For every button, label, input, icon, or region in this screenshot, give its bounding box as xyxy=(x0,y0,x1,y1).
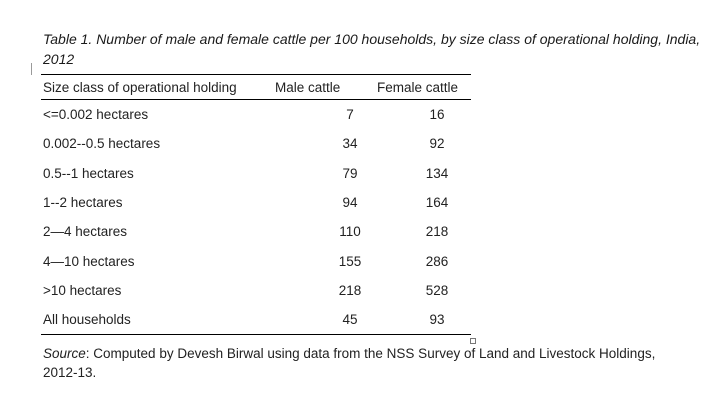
row-label: All households xyxy=(43,312,131,328)
row-label: 0.002--0.5 hectares xyxy=(43,136,161,152)
female-cattle-cell: 286 xyxy=(425,253,449,269)
male-cattle-cell: 45 xyxy=(342,312,358,328)
row-label: 4—10 hectares xyxy=(43,253,135,269)
female-cattle-cell: 16 xyxy=(429,107,445,123)
male-cattle-cell: 110 xyxy=(339,224,361,240)
table-row: 4—10 hectares 155 286 xyxy=(41,246,471,275)
row-label: >10 hectares xyxy=(43,282,122,298)
table-row: 0.5--1 hectares 79 134 xyxy=(41,159,471,188)
row-label: 1--2 hectares xyxy=(43,195,123,211)
male-cattle-cell: 79 xyxy=(342,165,358,181)
row-label: 2—4 hectares xyxy=(43,224,128,240)
male-cattle-cell: 155 xyxy=(338,253,362,269)
table-header-row: Size class of operational holding Male c… xyxy=(41,74,471,100)
female-cattle-cell: 164 xyxy=(425,195,449,211)
table-row: All households 45 93 xyxy=(41,305,471,335)
male-cattle-cell: 94 xyxy=(342,195,358,211)
cattle-table-container: Size class of operational holding Male c… xyxy=(41,74,471,335)
row-label: <=0.002 hectares xyxy=(43,107,149,123)
source-note: Source: Computed by Devesh Birwal using … xyxy=(43,344,663,382)
table-caption: Table 1. Number of male and female cattl… xyxy=(43,31,701,67)
female-cattle-cell: 218 xyxy=(425,224,449,240)
row-label: 0.5--1 hectares xyxy=(43,165,134,181)
female-cattle-cell: 134 xyxy=(425,165,449,181)
source-label: Source xyxy=(43,346,86,361)
male-cattle-cell: 7 xyxy=(346,107,354,123)
table-row: 2—4 hectares 110 218 xyxy=(41,217,471,246)
table-row: <=0.002 hectares 7 16 xyxy=(41,100,471,130)
female-cattle-cell: 93 xyxy=(429,312,445,328)
male-cattle-cell: 218 xyxy=(338,282,362,298)
source-text: : Computed by Devesh Birwal using data f… xyxy=(43,346,656,380)
header-size-class: Size class of operational holding xyxy=(43,79,237,95)
female-cattle-cell: 92 xyxy=(429,136,445,152)
male-cattle-cell: 34 xyxy=(342,136,358,152)
table-row: 0.002--0.5 hectares 34 92 xyxy=(41,129,471,158)
female-cattle-cell: 528 xyxy=(425,282,449,298)
header-male-cattle: Male cattle xyxy=(275,79,341,95)
cattle-table: Size class of operational holding Male c… xyxy=(41,74,471,335)
table-row: >10 hectares 218 528 xyxy=(41,276,471,305)
table-row: 1--2 hectares 94 164 xyxy=(41,188,471,217)
text-cursor xyxy=(31,63,32,75)
header-female-cattle: Female cattle xyxy=(377,79,459,95)
table-resize-handle[interactable] xyxy=(470,338,476,344)
